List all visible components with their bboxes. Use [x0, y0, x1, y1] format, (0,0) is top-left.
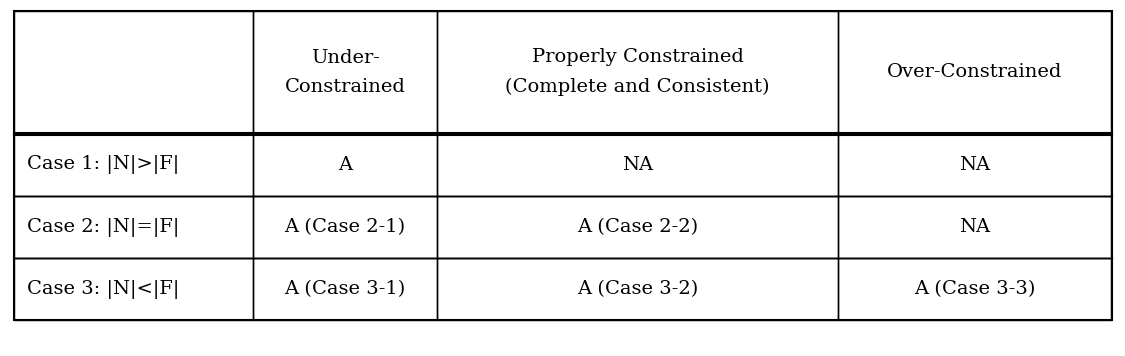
- Bar: [253, 258, 438, 320]
- Bar: [14, 134, 253, 196]
- Bar: [438, 11, 838, 134]
- Bar: [838, 258, 1112, 320]
- Text: Case 2: |N|=|F|: Case 2: |N|=|F|: [27, 218, 179, 236]
- Text: NA: NA: [960, 218, 990, 236]
- Bar: [438, 258, 838, 320]
- Bar: [253, 196, 438, 258]
- Text: NA: NA: [960, 156, 990, 174]
- Bar: [14, 11, 1112, 320]
- Bar: [438, 134, 838, 196]
- Text: A (Case 2-2): A (Case 2-2): [577, 218, 699, 236]
- Bar: [14, 258, 253, 320]
- Text: Over-Constrained: Over-Constrained: [888, 63, 1063, 81]
- Bar: [838, 11, 1112, 134]
- Text: A (Case 3-3): A (Case 3-3): [915, 280, 1036, 298]
- Text: NA: NA: [622, 156, 654, 174]
- Bar: [14, 196, 253, 258]
- Text: Case 3: |N|<|F|: Case 3: |N|<|F|: [27, 280, 179, 299]
- Text: A: A: [339, 156, 352, 174]
- Bar: [438, 196, 838, 258]
- Bar: [838, 134, 1112, 196]
- Bar: [838, 196, 1112, 258]
- Text: A (Case 3-1): A (Case 3-1): [285, 280, 406, 298]
- Bar: [253, 11, 438, 134]
- Text: A (Case 2-1): A (Case 2-1): [285, 218, 406, 236]
- Text: A (Case 3-2): A (Case 3-2): [577, 280, 699, 298]
- Text: Under-
Constrained: Under- Constrained: [285, 48, 406, 96]
- Bar: [14, 11, 253, 134]
- Text: Properly Constrained
(Complete and Consistent): Properly Constrained (Complete and Consi…: [505, 48, 770, 96]
- Text: Case 1: |N|>|F|: Case 1: |N|>|F|: [27, 155, 179, 174]
- Bar: [253, 134, 438, 196]
